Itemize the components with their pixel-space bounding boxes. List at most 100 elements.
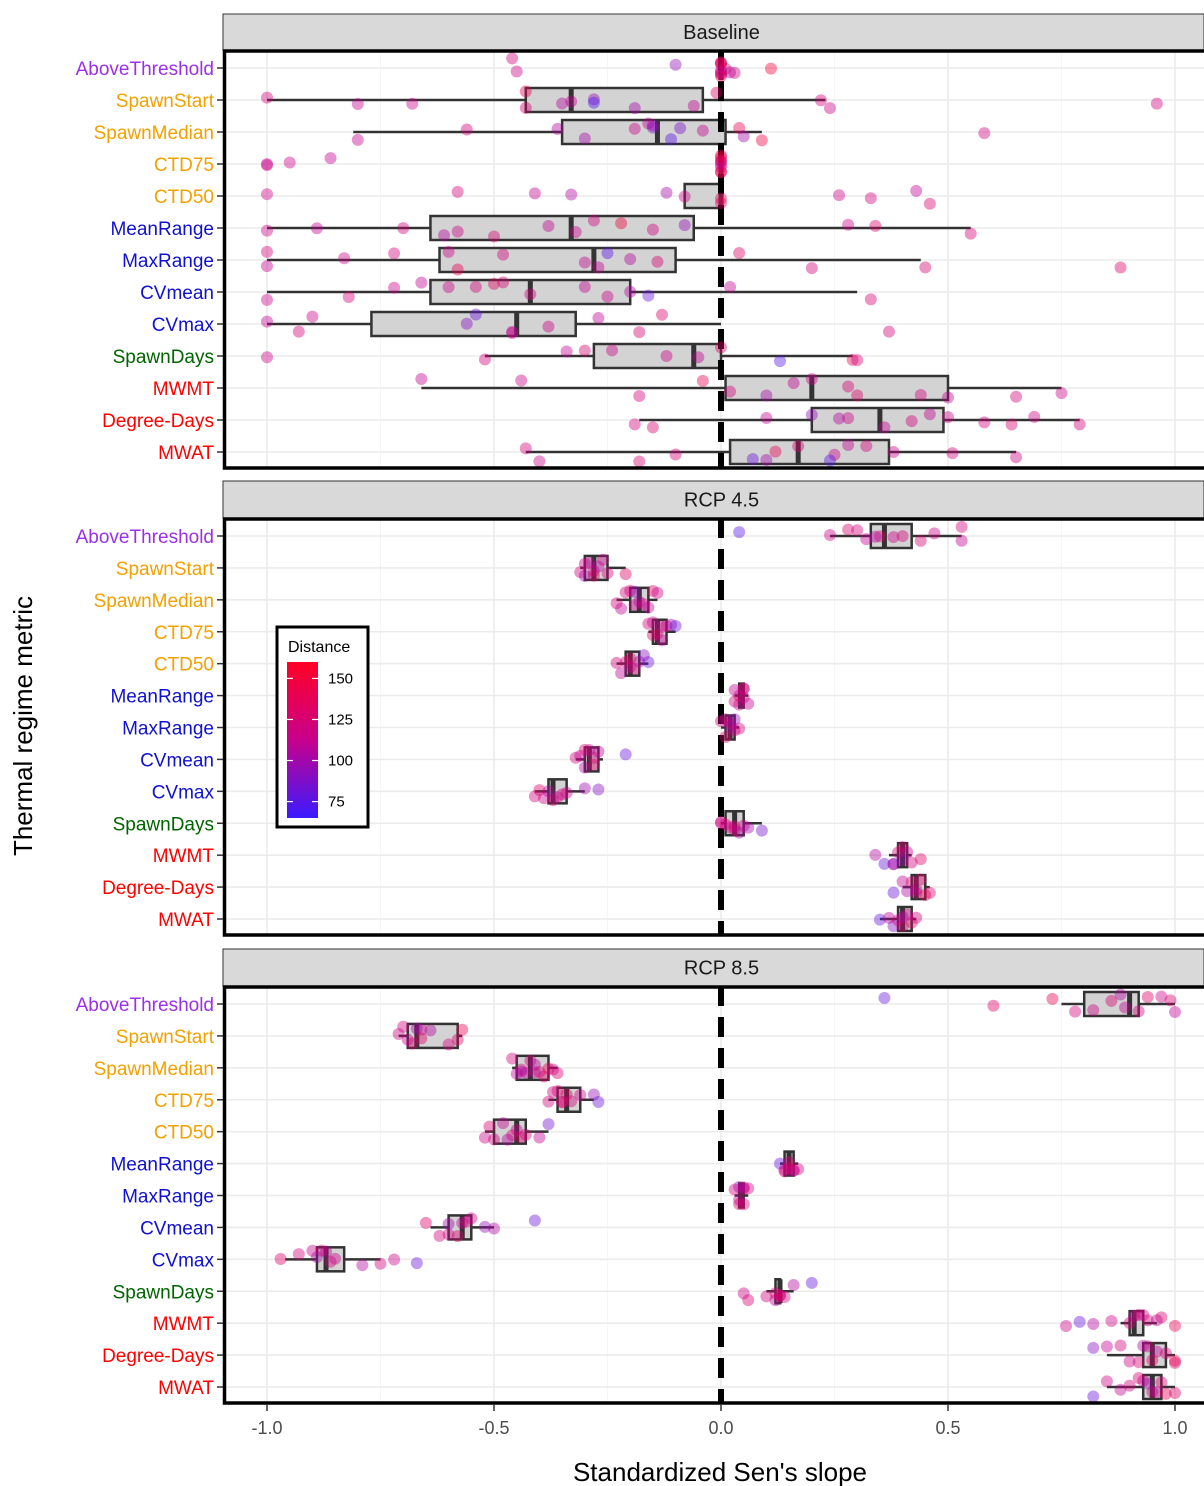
data-point: [460, 1215, 473, 1228]
data-point: [619, 656, 632, 669]
data-point: [774, 355, 787, 368]
data-point: [624, 584, 637, 597]
facet-strip: [222, 480, 1204, 519]
category-label-ctd50: CTD50: [154, 1123, 214, 1144]
data-point: [1150, 1314, 1163, 1327]
data-point: [910, 184, 923, 197]
data-point: [261, 293, 273, 306]
data-point: [388, 281, 401, 294]
data-point: [397, 1020, 410, 1033]
data-point: [814, 94, 827, 107]
data-point: [669, 58, 682, 71]
box-iqr: [728, 438, 891, 466]
data-point: [310, 1251, 323, 1264]
data-point: [587, 751, 600, 764]
data-point: [560, 786, 573, 799]
data-point: [587, 1088, 600, 1101]
data-point: [846, 353, 859, 366]
category-label-meanrange: MeanRange: [110, 219, 214, 240]
data-point: [624, 253, 637, 266]
data-point: [755, 134, 768, 147]
data-point: [624, 660, 637, 673]
data-point: [955, 534, 968, 547]
data-point: [560, 1088, 573, 1101]
data-point: [1150, 97, 1163, 110]
data-point: [628, 122, 641, 135]
data-point: [715, 56, 727, 69]
data-point: [537, 792, 550, 805]
data-point: [556, 1096, 569, 1109]
data-point: [506, 52, 519, 65]
data-point: [864, 192, 877, 205]
data-point: [261, 91, 273, 104]
data-point: [1150, 1385, 1163, 1398]
data-point: [488, 277, 500, 290]
data-point: [887, 531, 900, 544]
category-label-abovethreshold: AboveThreshold: [76, 995, 214, 1016]
data-point: [292, 1248, 305, 1261]
data-point: [483, 1120, 496, 1133]
data-point: [1141, 1314, 1154, 1327]
legend-colorbar: [287, 662, 318, 818]
x-axis-title: Standardized Sen's slope: [573, 1457, 867, 1486]
facet-panel-2: RCP 8.5 AboveThreshold SpawnStart SpawnMedi…: [76, 948, 1204, 1405]
data-point: [892, 846, 905, 859]
data-point: [910, 886, 923, 899]
data-point: [787, 1278, 800, 1291]
data-point: [864, 293, 877, 306]
data-point: [696, 374, 709, 387]
data-point: [488, 230, 500, 243]
box-iqr: [315, 1246, 346, 1273]
data-point: [506, 326, 519, 339]
data-point: [774, 1289, 787, 1302]
category-label-spawnstart: SpawnStart: [116, 1027, 215, 1048]
legend-title: Distance: [288, 639, 350, 656]
data-point: [1100, 1375, 1113, 1388]
data-point: [733, 826, 746, 839]
data-point: [1146, 1354, 1159, 1367]
data-point: [292, 325, 305, 338]
category-label-cvmax: CVmax: [152, 315, 215, 336]
data-point: [715, 166, 727, 179]
data-point: [460, 123, 473, 136]
category-label-ctd75: CTD75: [154, 155, 214, 176]
data-point: [578, 344, 591, 357]
data-point: [388, 247, 401, 260]
data-point: [261, 245, 273, 258]
data-point: [324, 152, 337, 165]
category-label-cvmax: CVmax: [152, 782, 215, 803]
data-point: [715, 817, 727, 830]
data-point: [1155, 1311, 1168, 1324]
data-point: [601, 247, 614, 260]
data-point: [451, 225, 464, 238]
data-point: [733, 526, 746, 539]
data-point: [978, 416, 991, 429]
category-label-maxrange: MaxRange: [122, 719, 214, 740]
data-point: [873, 913, 886, 926]
data-point: [610, 597, 623, 610]
data-point: [1150, 1345, 1163, 1358]
data-point: [388, 1253, 401, 1266]
data-point: [501, 1133, 514, 1146]
data-point: [760, 412, 773, 425]
data-point: [769, 1287, 782, 1300]
category-label-spawndays: SpawnDays: [113, 1282, 214, 1303]
data-point: [665, 133, 678, 146]
data-point: [1155, 1376, 1168, 1389]
data-point: [469, 280, 482, 293]
data-point: [542, 1095, 555, 1108]
data-point: [669, 448, 682, 461]
category-label-maxrange: MaxRange: [122, 1187, 214, 1208]
data-point: [901, 885, 914, 898]
data-point: [878, 857, 891, 870]
data-point: [1169, 1319, 1181, 1332]
box-iqr: [592, 342, 723, 370]
data-point: [519, 85, 532, 98]
data-point: [1169, 1354, 1181, 1367]
data-point: [628, 598, 641, 611]
data-point: [737, 1182, 750, 1195]
data-point: [651, 255, 664, 268]
category-label-cvmean: CVmean: [140, 283, 214, 304]
data-point: [987, 999, 1000, 1012]
